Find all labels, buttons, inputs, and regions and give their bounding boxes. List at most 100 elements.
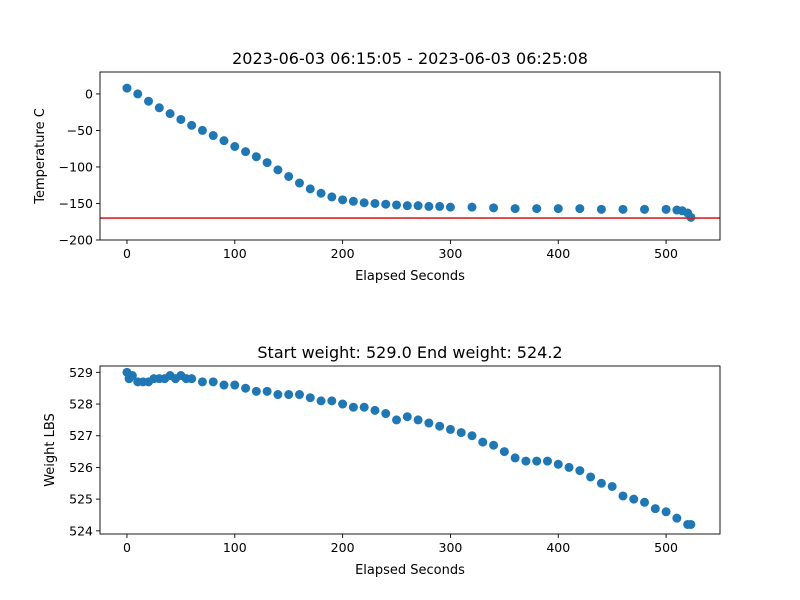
weight-x-tick-label: 100 [223, 540, 247, 555]
weight-data-point [596, 478, 606, 488]
weight-data-point [629, 494, 639, 504]
temperature-x-tick-label: 100 [223, 246, 247, 261]
weight-data-point [424, 418, 434, 428]
temperature-data-point [144, 96, 154, 106]
temperature-data-point [489, 203, 499, 213]
weight-data-point [230, 380, 240, 390]
weight-data-point [650, 504, 660, 514]
temperature-data-point [413, 201, 423, 211]
temperature-data-point [219, 136, 229, 146]
weight-data-point [327, 396, 337, 406]
temperature-x-tick-label: 300 [439, 246, 463, 261]
weight-x-tick-label: 200 [331, 540, 355, 555]
temperature-data-point [338, 195, 348, 205]
temperature-y-tick-label: −100 [59, 159, 93, 174]
weight-data-point [284, 390, 294, 400]
weight-data-point [532, 456, 542, 466]
temperature-data-point [284, 171, 294, 181]
weight-chart-title: Start weight: 529.0 End weight: 524.2 [257, 343, 562, 362]
weight-data-point [197, 377, 207, 387]
weight-data-point [241, 383, 251, 393]
weight-plot-area: 0 100 200 300 400 500 524 525 526 527 528 529 [69, 365, 721, 555]
weight-data-point [564, 462, 574, 472]
temperature-data-point [402, 201, 412, 211]
weight-data-point [456, 428, 466, 438]
weight-data-point [273, 390, 283, 400]
temperature-plot-area: 0 100 200 300 400 500 0 −50 −100 −150 −200 [59, 71, 721, 261]
weight-panel: Start weight: 529.0 End weight: 524.2 El… [43, 343, 721, 578]
temperature-chart-title: 2023-06-03 06:15:05 - 2023-06-03 06:25:0… [232, 49, 588, 68]
weight-data-point [370, 405, 380, 415]
temperature-data-point [467, 202, 477, 212]
temperature-data-point [165, 109, 175, 119]
temperature-data-point [305, 184, 315, 194]
weight-data-point [381, 409, 391, 419]
temperature-data-point [510, 204, 520, 214]
weight-data-point [219, 380, 229, 390]
temperature-data-point [262, 158, 272, 168]
temperature-data-point [392, 200, 402, 210]
weight-data-point [575, 466, 585, 476]
weight-data-point [359, 402, 369, 412]
weight-axes-frame [99, 365, 721, 535]
weight-data-point [127, 371, 137, 381]
temperature-data-point [553, 204, 563, 214]
temperature-data-point [176, 114, 186, 124]
weight-data-point [661, 507, 671, 517]
weight-data-point [489, 440, 499, 450]
weight-data-point [402, 412, 412, 422]
weight-y-tick-label: 526 [69, 460, 93, 475]
weight-x-axis-label: Elapsed Seconds [355, 563, 465, 578]
weight-data-point [521, 456, 531, 466]
weight-data-point [640, 497, 650, 507]
temperature-data-point [251, 152, 261, 162]
temperature-data-point [208, 131, 218, 141]
temperature-data-point [241, 147, 251, 157]
weight-data-point [672, 513, 682, 523]
weight-data-point [510, 453, 520, 463]
temperature-x-axis-label: Elapsed Seconds [355, 269, 465, 284]
weight-data-point [467, 431, 477, 441]
weight-x-tick-label: 300 [439, 540, 463, 555]
temperature-data-point [618, 204, 628, 214]
weight-y-axis-label: Weight LBS [43, 413, 58, 487]
temperature-x-tick-label: 0 [123, 246, 131, 261]
weight-y-tick-label: 528 [69, 397, 93, 412]
weight-data-point [338, 399, 348, 409]
weight-data-point [262, 386, 272, 396]
temperature-panel: 2023-06-03 06:15:05 - 2023-06-03 06:25:0… [33, 49, 721, 284]
weight-data-point [316, 396, 326, 406]
weight-data-point [499, 447, 509, 457]
weight-x-tick-label: 500 [654, 540, 678, 555]
temperature-x-tick-label: 500 [654, 246, 678, 261]
weight-data-point [208, 377, 218, 387]
temperature-data-point [596, 204, 606, 214]
weight-x-tick-label: 0 [123, 540, 131, 555]
weight-data-point [542, 456, 552, 466]
temperature-data-point [445, 202, 455, 212]
weight-data-point [618, 491, 628, 501]
temperature-data-point [133, 89, 143, 99]
temperature-data-point [294, 178, 304, 188]
weight-y-tick-label: 524 [69, 523, 93, 538]
weight-data-point [305, 393, 315, 403]
temperature-data-point [316, 188, 326, 198]
temperature-y-tick-label: −150 [59, 196, 93, 211]
weight-data-point [392, 415, 402, 425]
temperature-y-tick-label: −200 [59, 233, 93, 248]
temperature-data-point [230, 142, 240, 151]
weight-data-point [478, 437, 488, 447]
weight-y-tick-label: 525 [69, 492, 93, 507]
weight-data-point [187, 374, 197, 384]
temperature-data-point [154, 103, 164, 113]
weight-data-point [586, 472, 596, 482]
temperature-data-point [661, 204, 671, 214]
temperature-data-point [370, 198, 380, 208]
weight-data-point [435, 421, 445, 431]
temperature-data-point [348, 196, 358, 206]
temperature-data-point [122, 83, 132, 93]
temperature-y-axis-label: Temperature C [33, 108, 48, 205]
temperature-data-point [435, 201, 445, 211]
